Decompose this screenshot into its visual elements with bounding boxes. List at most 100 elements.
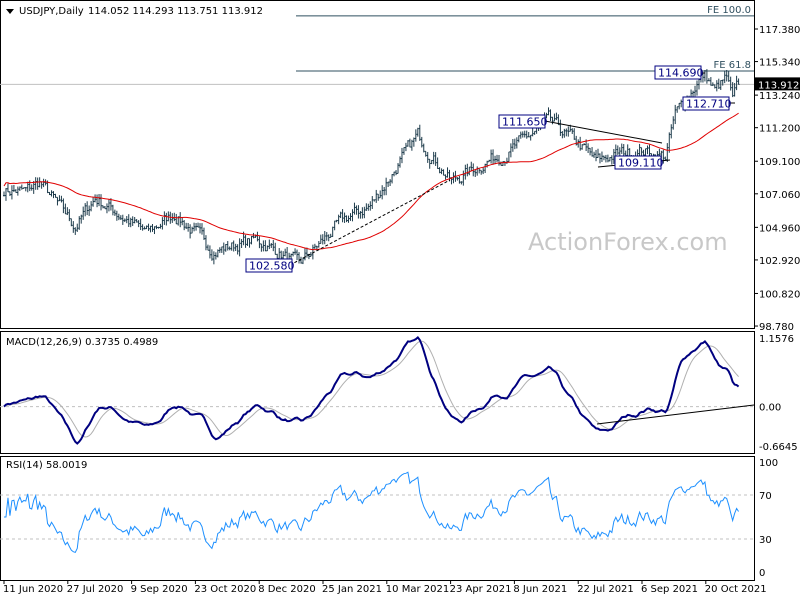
price-bar <box>301 257 304 265</box>
price-bar <box>40 181 43 189</box>
price-bar <box>226 241 229 251</box>
price-bar <box>296 249 299 261</box>
price-bar <box>620 143 623 154</box>
price-bar <box>204 235 207 251</box>
rsi-line <box>4 471 739 554</box>
price-bar <box>169 211 172 224</box>
price-bar <box>418 124 421 141</box>
price-label: 114.690 <box>658 67 704 80</box>
price-bar <box>268 239 271 250</box>
dashed-trendline <box>289 179 451 266</box>
price-bar <box>56 196 59 206</box>
price-bar <box>228 246 231 251</box>
price-bar <box>383 186 386 196</box>
price-bar <box>62 198 65 214</box>
price-bar <box>107 199 110 212</box>
price-bar <box>44 179 47 186</box>
price-bar <box>727 71 730 82</box>
price-label: 109.110 <box>618 157 664 170</box>
price-bar <box>187 222 190 232</box>
price-bar <box>292 251 295 257</box>
dropdown-triangle-icon[interactable] <box>6 9 14 14</box>
price-bar <box>345 215 348 223</box>
price-bar <box>460 181 463 185</box>
price-bar <box>545 112 548 119</box>
price-bar <box>163 211 166 225</box>
chart-frame <box>0 0 755 581</box>
price-bar <box>230 242 233 251</box>
price-bar <box>357 205 360 219</box>
price-bar <box>375 189 378 203</box>
price-bar <box>616 145 619 155</box>
price-bar <box>614 144 617 158</box>
price-bar <box>361 207 364 219</box>
price-bar <box>274 242 277 255</box>
price-bar <box>119 215 122 221</box>
price-bar <box>337 214 340 225</box>
price-bar <box>725 69 728 82</box>
price-bar <box>446 167 449 178</box>
watermark: ActionForex.com <box>528 228 728 256</box>
price-bar <box>143 226 146 230</box>
price-bar <box>705 69 708 84</box>
price-bar <box>216 249 219 258</box>
price-bar <box>711 82 714 86</box>
price-bar <box>127 214 130 228</box>
date-tick-label: 8 Dec 2020 <box>258 584 316 595</box>
current-price-label: 113.912 <box>758 80 799 91</box>
price-tick-label: 113.240 <box>759 91 800 102</box>
price-tick-label: 107.060 <box>759 190 800 201</box>
price-bar <box>149 225 152 233</box>
price-bar <box>412 137 415 147</box>
price-bar <box>179 212 182 228</box>
price-bar <box>646 145 649 155</box>
price-bar <box>604 154 607 163</box>
price-labels: 102.580 111.650 109.110 114.690 112.710 <box>245 65 732 273</box>
fe-level-label: FE 100.0 <box>707 5 751 16</box>
price-bar <box>201 223 203 235</box>
price-bar <box>496 154 499 163</box>
rsi-tick-label: 100 <box>759 458 778 469</box>
macd-title: MACD(12,26,9) 0.3735 0.4989 <box>6 337 158 348</box>
price-tick-label: 115.340 <box>759 58 800 69</box>
price-bar <box>642 149 645 157</box>
price-tick-label: 102.920 <box>759 256 800 267</box>
price-bar <box>202 227 205 240</box>
price-bar <box>117 213 120 221</box>
price-bar <box>547 107 550 116</box>
price-bar <box>529 134 532 141</box>
price-bar <box>214 252 217 260</box>
price-bar <box>321 234 324 245</box>
price-bar <box>624 150 627 157</box>
price-bar <box>377 193 380 201</box>
panel-border <box>0 456 755 581</box>
price-bar <box>442 169 445 176</box>
price-bar <box>278 248 281 259</box>
price-label: 112.710 <box>686 98 732 111</box>
price-bar <box>610 155 613 165</box>
price-bar <box>54 193 57 198</box>
price-label-box <box>654 65 702 80</box>
price-bar <box>351 209 354 222</box>
price-bar <box>668 132 671 153</box>
price-bar <box>20 184 23 190</box>
price-bar <box>74 227 77 235</box>
price-bar <box>525 130 528 139</box>
price-bar <box>379 190 382 199</box>
price-bar <box>598 153 601 164</box>
price-tick-label: 117.380 <box>759 25 800 36</box>
rsi-tick-label: 70 <box>759 491 772 502</box>
price-bar <box>10 185 13 200</box>
price-bar <box>66 207 69 216</box>
price-bar <box>133 217 136 224</box>
price-bar <box>52 191 55 199</box>
price-bar <box>331 226 334 237</box>
price-bar <box>258 236 261 249</box>
price-bar <box>12 184 15 193</box>
price-bar <box>111 204 114 216</box>
price-bar <box>458 175 461 184</box>
price-bar <box>115 210 118 221</box>
date-tick-label: 10 Mar 2021 <box>386 584 449 595</box>
price-bar <box>387 181 390 188</box>
